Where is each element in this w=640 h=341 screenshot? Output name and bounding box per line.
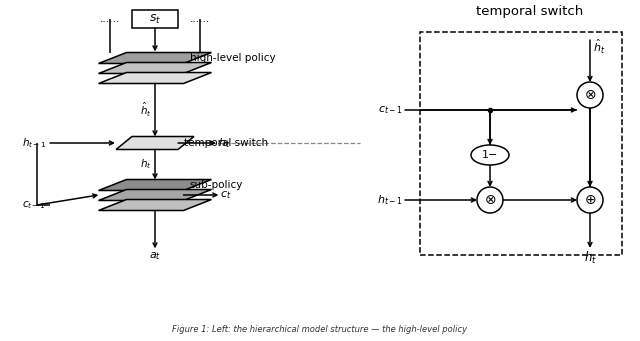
Circle shape: [477, 187, 503, 213]
Text: 1−: 1−: [482, 150, 498, 160]
Text: $\hat{h}_t$: $\hat{h}_t$: [593, 38, 605, 56]
Text: high-level policy: high-level policy: [189, 53, 275, 63]
Text: $\oplus$: $\oplus$: [584, 193, 596, 207]
Text: Figure 1: Left: the hierarchical model structure — the high-level policy: Figure 1: Left: the hierarchical model s…: [172, 326, 468, 335]
Circle shape: [577, 82, 603, 108]
Text: sub-policy: sub-policy: [189, 180, 243, 190]
Text: ......: ......: [100, 14, 120, 24]
Polygon shape: [99, 179, 211, 191]
Bar: [420, 32, 622, 255]
Text: $c_t$: $c_t$: [221, 189, 232, 201]
Bar: [132, 10, 178, 28]
Text: temporal switch: temporal switch: [476, 5, 584, 18]
Text: $h_{t-1}$: $h_{t-1}$: [22, 136, 46, 150]
Text: $c_{t-1}$: $c_{t-1}$: [22, 199, 45, 211]
Polygon shape: [99, 53, 211, 63]
Polygon shape: [99, 190, 211, 201]
Text: $\otimes$: $\otimes$: [484, 193, 496, 207]
Text: $s_t$: $s_t$: [149, 13, 161, 26]
Text: ......: ......: [190, 14, 210, 24]
Polygon shape: [99, 199, 211, 210]
Text: temporal switch: temporal switch: [184, 138, 268, 148]
Text: $h_t$: $h_t$: [140, 158, 152, 172]
Text: $h_{t-1}$: $h_{t-1}$: [377, 193, 403, 207]
Ellipse shape: [471, 145, 509, 165]
Text: $c_{t-1}$: $c_{t-1}$: [378, 104, 403, 116]
Circle shape: [577, 187, 603, 213]
Text: $h_t$: $h_t$: [218, 136, 230, 150]
Text: $\hat{h}_t$: $\hat{h}_t$: [140, 101, 152, 119]
Polygon shape: [116, 136, 194, 149]
Polygon shape: [99, 73, 211, 84]
Text: $a_t$: $a_t$: [149, 251, 161, 262]
Polygon shape: [99, 62, 211, 74]
Text: $\otimes$: $\otimes$: [584, 88, 596, 102]
Text: $h_t$: $h_t$: [584, 250, 596, 266]
